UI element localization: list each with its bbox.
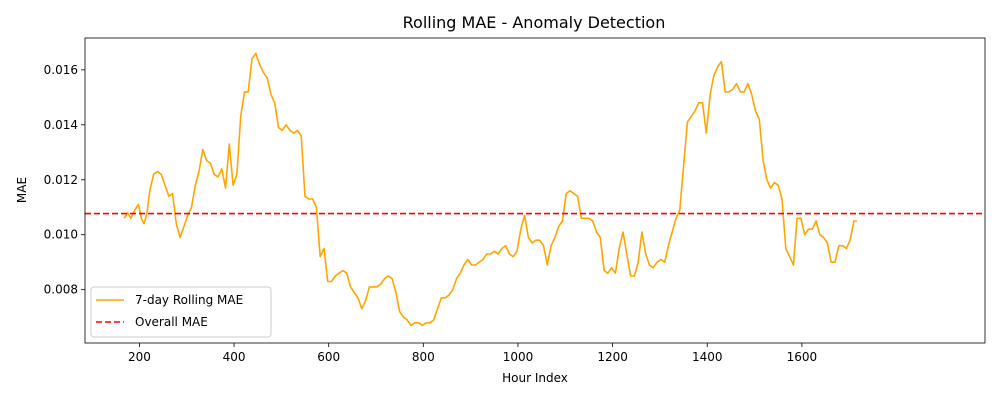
- x-tick-label: 200: [128, 350, 151, 364]
- x-tick-label: 400: [223, 350, 246, 364]
- legend-label-rolling-mae: 7-day Rolling MAE: [135, 293, 243, 307]
- x-tick-label: 1200: [597, 350, 628, 364]
- chart-title: Rolling MAE - Anomaly Detection: [403, 13, 666, 32]
- legend-box: [90, 286, 272, 338]
- x-tick-label: 1400: [692, 350, 723, 364]
- legend-label-overall-mae: Overall MAE: [135, 315, 208, 329]
- y-tick-label: 0.012: [44, 173, 78, 187]
- y-axis-title: MAE: [15, 177, 29, 203]
- y-tick-label: 0.016: [44, 63, 78, 77]
- x-tick-label: 800: [412, 350, 435, 364]
- y-tick-label: 0.010: [44, 228, 78, 242]
- plot-area: [85, 52, 985, 327]
- plot-frame: [84, 37, 986, 344]
- x-tick-label: 1000: [503, 350, 534, 364]
- x-tick-label: 600: [317, 350, 340, 364]
- y-axis-ticks: 0.008 0.010 0.012 0.014 0.016: [44, 63, 85, 297]
- x-tick-label: 1600: [787, 350, 818, 364]
- y-tick-label: 0.014: [44, 118, 78, 132]
- x-axis-title: Hour Index: [502, 371, 568, 385]
- x-axis-ticks: 200 400 600 800 1000 1200 1400 1600: [128, 343, 817, 364]
- series-line-rolling-mae: [123, 52, 857, 327]
- legend: 7-day Rolling MAE Overall MAE: [90, 286, 272, 338]
- y-tick-label: 0.008: [44, 283, 78, 297]
